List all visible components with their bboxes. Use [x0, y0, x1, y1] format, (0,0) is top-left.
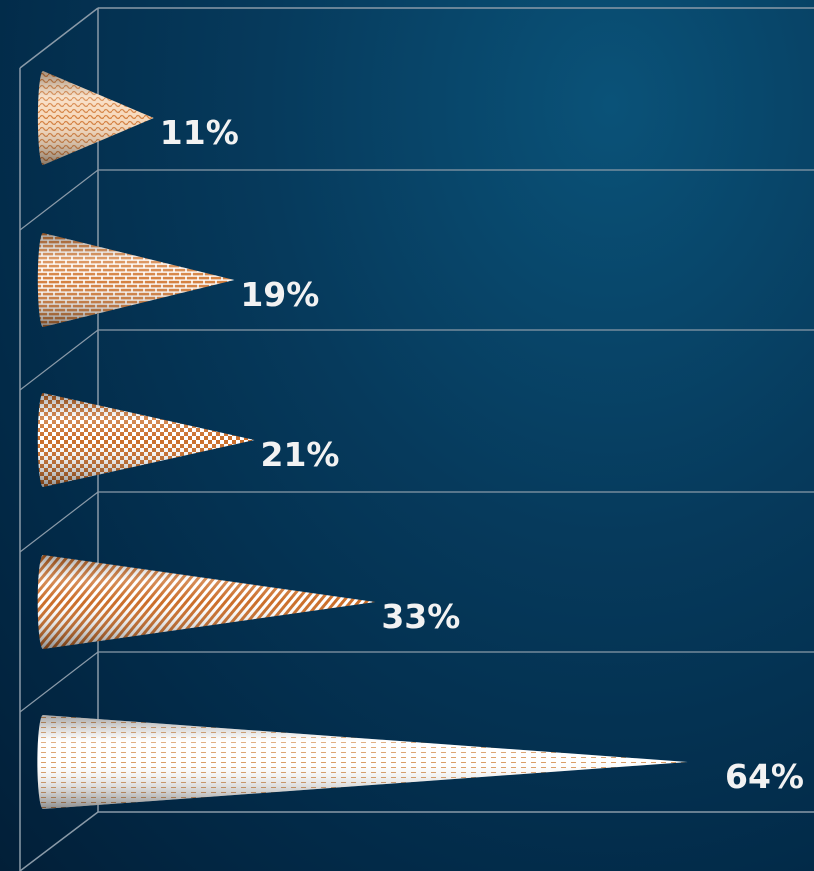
data-labels: 11% 19% 21% 33% 64% [160, 113, 804, 796]
data-label: 11% [160, 113, 239, 152]
data-label: 21% [261, 435, 340, 474]
data-label: 64% [725, 757, 804, 796]
data-label: 19% [240, 275, 319, 314]
cone-shading [37, 715, 688, 809]
side-wall-top-edge [19, 7, 99, 69]
cone-bar [37, 233, 235, 327]
cone-bar [37, 555, 376, 649]
gridline-side [19, 651, 99, 713]
cone-shading [37, 555, 376, 649]
gridline-side [19, 491, 99, 553]
cone-shading [37, 393, 255, 487]
cone-shading [37, 233, 235, 327]
cones [37, 71, 688, 809]
cone-shading [37, 71, 154, 165]
gridline-side [19, 169, 99, 231]
gridlines [19, 169, 814, 713]
data-label: 33% [381, 597, 460, 636]
cone-bar [37, 71, 154, 165]
cone-bar [37, 715, 688, 809]
gridline-side [19, 329, 99, 391]
floor-side-edge [19, 811, 99, 871]
cone-bar [37, 393, 255, 487]
